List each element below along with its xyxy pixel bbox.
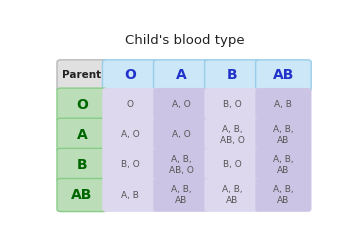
FancyBboxPatch shape xyxy=(57,88,107,121)
FancyBboxPatch shape xyxy=(103,148,158,181)
FancyBboxPatch shape xyxy=(103,60,158,91)
Text: A, B,
AB: A, B, AB xyxy=(222,185,243,205)
FancyBboxPatch shape xyxy=(153,60,209,91)
Text: A, B,
AB: A, B, AB xyxy=(273,185,294,205)
Text: A: A xyxy=(176,68,187,83)
Text: A, O: A, O xyxy=(121,130,140,139)
Text: B: B xyxy=(227,68,238,83)
Text: AB: AB xyxy=(71,188,93,202)
Text: A, B,
AB, O: A, B, AB, O xyxy=(169,155,194,175)
FancyBboxPatch shape xyxy=(256,179,311,212)
Text: B, O: B, O xyxy=(121,160,140,169)
FancyBboxPatch shape xyxy=(153,88,209,121)
FancyBboxPatch shape xyxy=(153,179,209,212)
FancyBboxPatch shape xyxy=(204,148,260,181)
FancyBboxPatch shape xyxy=(103,179,158,212)
FancyBboxPatch shape xyxy=(204,60,260,91)
Text: A, O: A, O xyxy=(172,100,191,109)
Text: A, B: A, B xyxy=(121,191,139,199)
Text: O: O xyxy=(124,68,136,83)
FancyBboxPatch shape xyxy=(153,148,209,181)
Text: B, O: B, O xyxy=(223,160,242,169)
FancyBboxPatch shape xyxy=(256,60,311,91)
Text: A, B,
AB, O: A, B, AB, O xyxy=(220,125,245,145)
FancyBboxPatch shape xyxy=(256,118,311,151)
Text: A, O: A, O xyxy=(172,130,191,139)
FancyBboxPatch shape xyxy=(103,88,310,212)
Text: A, B,
AB: A, B, AB xyxy=(273,155,294,175)
Text: O: O xyxy=(127,100,134,109)
Text: A: A xyxy=(77,128,87,142)
Text: B, O: B, O xyxy=(223,100,242,109)
FancyBboxPatch shape xyxy=(103,118,158,151)
FancyBboxPatch shape xyxy=(57,118,107,151)
Text: A, B: A, B xyxy=(274,100,292,109)
FancyBboxPatch shape xyxy=(153,118,209,151)
FancyBboxPatch shape xyxy=(204,179,260,212)
FancyBboxPatch shape xyxy=(256,88,311,121)
Text: B: B xyxy=(77,158,87,172)
FancyBboxPatch shape xyxy=(256,148,311,181)
Text: A, B,
AB: A, B, AB xyxy=(273,125,294,145)
Text: O: O xyxy=(76,98,88,112)
FancyBboxPatch shape xyxy=(204,88,260,121)
FancyBboxPatch shape xyxy=(103,88,158,121)
FancyBboxPatch shape xyxy=(57,179,107,212)
FancyBboxPatch shape xyxy=(57,60,107,91)
Text: A, B,
AB: A, B, AB xyxy=(171,185,192,205)
Text: AB: AB xyxy=(273,68,294,83)
Text: Parent: Parent xyxy=(62,71,102,80)
FancyBboxPatch shape xyxy=(57,148,107,181)
FancyBboxPatch shape xyxy=(204,118,260,151)
Text: Child's blood type: Child's blood type xyxy=(125,34,244,47)
